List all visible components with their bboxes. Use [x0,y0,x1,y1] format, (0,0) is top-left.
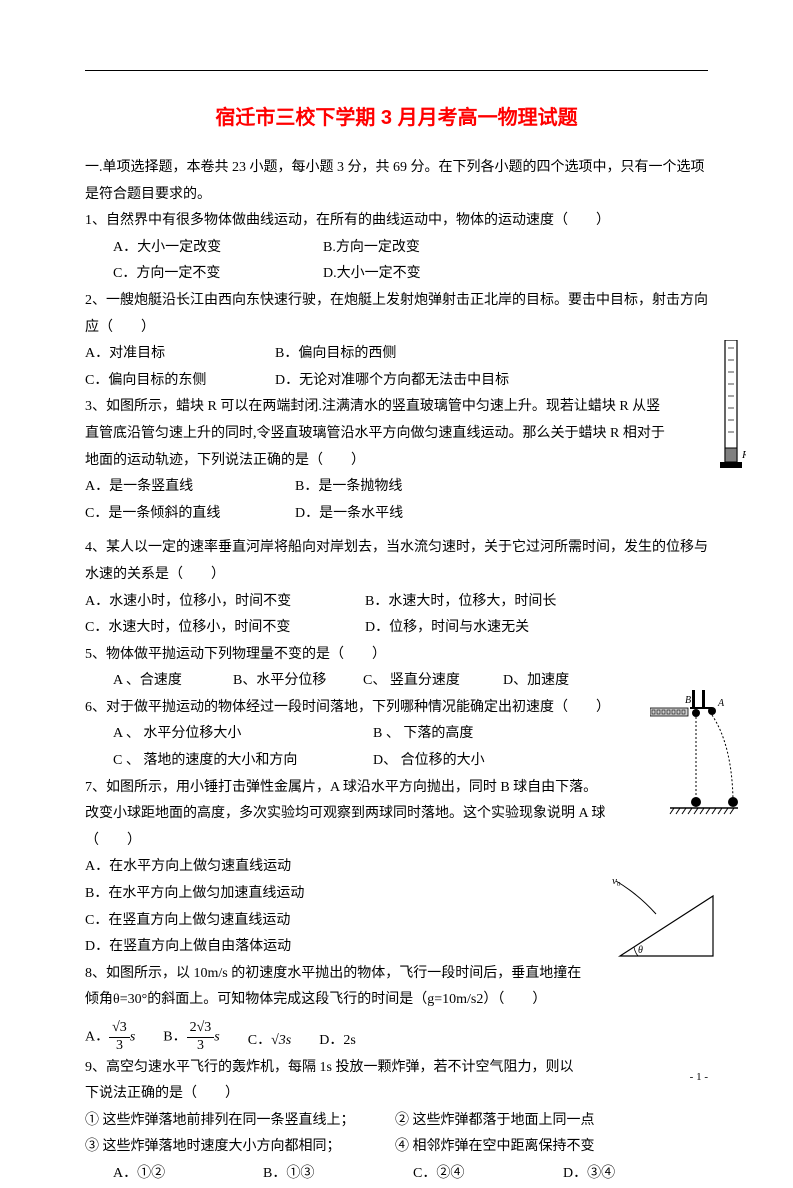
q9-s1: ① 这些炸弹落地前排列在同一条竖直线上； [85,1108,395,1135]
q8-A-num: √3 [112,1020,127,1035]
q3-optD: D．是一条水平线 [295,501,403,528]
q8-B-suffix: s [214,1030,219,1045]
q8-A-suffix: s [130,1030,135,1045]
q1-optD: D.大小一定不变 [323,261,421,288]
q8-optD: D．2s [319,1028,356,1055]
q9-optD: D．③④ [563,1161,615,1188]
incline-theta-label: θ [638,945,643,956]
balls-label-A: A [717,698,725,709]
balls-label-B: B [685,695,691,706]
q1-optC: C．方向一定不变 [113,261,323,288]
q3-options-row2: C．是一条倾斜的直线 D．是一条水平线 [85,501,708,528]
q8-B-prefix: B． [163,1030,186,1045]
figure-incline: v₀ θ [608,876,718,966]
q2-optD: D．无论对准哪个方向都无法击中目标 [275,368,509,395]
spacer [85,527,708,535]
q9-s4: ④ 相邻炸弹在空中距离保持不变 [395,1134,595,1161]
q6-stem: 6、对于做平抛运动的物体经过一段时间落地，下列哪种情况能确定出初速度（ ） [85,695,708,722]
figure-balls: B A [650,690,738,820]
q6-optB: B 、 下落的高度 [373,721,473,748]
q2-options-row1: A．对准目标 B．偏向目标的西侧 [85,341,708,368]
q9-statements-row2: ③ 这些炸弹落地时速度大小方向都相同； ④ 相邻炸弹在空中距离保持不变 [85,1134,708,1161]
q2-stem: 2、一艘炮艇沿长江由西向东快速行驶，在炮艇上发射炮弹射击正北岸的目标。要击中目标… [85,288,708,341]
q5-optD: D、加速度 [503,668,569,695]
tube-label-R: R [741,449,746,461]
q8-B-num: 2√3 [190,1020,212,1035]
q8-C-prefix: C． [248,1033,271,1048]
q6-optD: D、 合位移的大小 [373,748,485,775]
q9-s3: ③ 这些炸弹落地时速度大小方向都相同； [85,1134,395,1161]
page-content: 宿迁市三校下学期 3 月月考高一物理试题 一.单项选择题，本卷共 23 小题，每… [85,70,708,1188]
q3-optC: C．是一条倾斜的直线 [85,501,295,528]
q1-optA: A．大小一定改变 [113,235,323,262]
q4-options-row1: A．水速小时，位移小，时间不变 B．水速大时，位移大，时间长 [85,589,708,616]
q8-optC: C．√3s [248,1028,291,1055]
q5-optC: C、 竖直分速度 [363,668,503,695]
q1-optB: B.方向一定改变 [323,235,420,262]
q4-optC: C．水速大时，位移小，时间不变 [85,615,365,642]
q9-statements-row1: ① 这些炸弹落地前排列在同一条竖直线上； ② 这些炸弹都落于地面上同一点 [85,1108,708,1135]
q3-stem: 3、如图所示，蜡块 R 可以在两端封闭.注满清水的竖直玻璃管中匀速上升。现若让蜡… [85,394,708,474]
q6-optC: C 、 落地的速度的大小和方向 [113,748,373,775]
q4-optB: B．水速大时，位移大，时间长 [365,589,556,616]
q9-optC: C．②④ [413,1161,563,1188]
q1-stem: 1、自然界中有很多物体做曲线运动，在所有的曲线运动中，物体的运动速度（ ） [85,208,708,235]
q9-s2: ② 这些炸弹都落于地面上同一点 [395,1108,595,1135]
q2-optA: A．对准目标 [85,341,275,368]
page-number: - 1 - [690,1067,708,1088]
q8-optA: A．√3 3s [85,1020,135,1055]
q5-optA: A 、合速度 [113,668,233,695]
q9-optB: B．①③ [263,1161,413,1188]
figure-tube: R [720,340,746,480]
top-rule [85,70,708,71]
q8-C-val: √3s [271,1033,291,1048]
q5-optB: B、水平分位移 [233,668,363,695]
q5-stem: 5、物体做平抛运动下列物理量不变的是（ ） [85,642,708,669]
section-header: 一.单项选择题，本卷共 23 小题，每小题 3 分，共 69 分。在下列各小题的… [85,155,708,208]
q6-options-row1: A 、 水平分位移大小 B 、 下落的高度 [85,721,708,748]
q2-options-row2: C．偏向目标的东侧 D．无论对准哪个方向都无法击中目标 [85,368,708,395]
q4-optD: D．位移，时间与水速无关 [365,615,529,642]
q1-options-row2: C．方向一定不变 D.大小一定不变 [85,261,708,288]
q2-optC: C．偏向目标的东侧 [85,368,275,395]
q8-stem: 8、如图所示，以 10m/s 的初速度水平抛出的物体，飞行一段时间后，垂直地撞在… [85,961,708,1014]
q6-options-row2: C 、 落地的速度的大小和方向 D、 合位移的大小 [85,748,708,775]
q4-optA: A．水速小时，位移小，时间不变 [85,589,365,616]
q3-optB: B．是一条抛物线 [295,474,402,501]
incline-v0-label: v₀ [612,876,621,887]
q4-options-row2: C．水速大时，位移小，时间不变 D．位移，时间与水速无关 [85,615,708,642]
q8-options: A．√33s B．2√33s C．√3s D．2s [85,1020,708,1055]
q3-options-row1: A．是一条竖直线 B．是一条抛物线 [85,474,708,501]
q9-optA: A．①② [113,1161,263,1188]
q2-optB: B．偏向目标的西侧 [275,341,396,368]
q5-options: A 、合速度 B、水平分位移 C、 竖直分速度 D、加速度 [85,668,708,695]
q1-options-row1: A．大小一定改变 B.方向一定改变 [85,235,708,262]
q7-stem: 7、如图所示，用小锤打击弹性金属片，A 球沿水平方向抛出，同时 B 球自由下落。… [85,775,708,855]
q8-optB: B． 2√3 3s [163,1020,219,1055]
q9-options: A．①② B．①③ C．②④ D．③④ [85,1161,708,1188]
q9-stem: 9、高空匀速水平飞行的轰炸机，每隔 1s 投放一颗炸弹，若不计空气阻力，则以下说… [85,1055,708,1108]
q4-stem: 4、某人以一定的速率垂直河岸将船向对岸划去，当水流匀速时，关于它过河所需时间，发… [85,535,708,588]
doc-title: 宿迁市三校下学期 3 月月考高一物理试题 [85,99,708,137]
q3-optA: A．是一条竖直线 [85,474,295,501]
q6-optA: A 、 水平分位移大小 [113,721,373,748]
q8-A-prefix: A． [85,1030,109,1045]
q8-B-den: 3 [187,1038,215,1055]
q8-A-den: 3 [109,1038,130,1055]
